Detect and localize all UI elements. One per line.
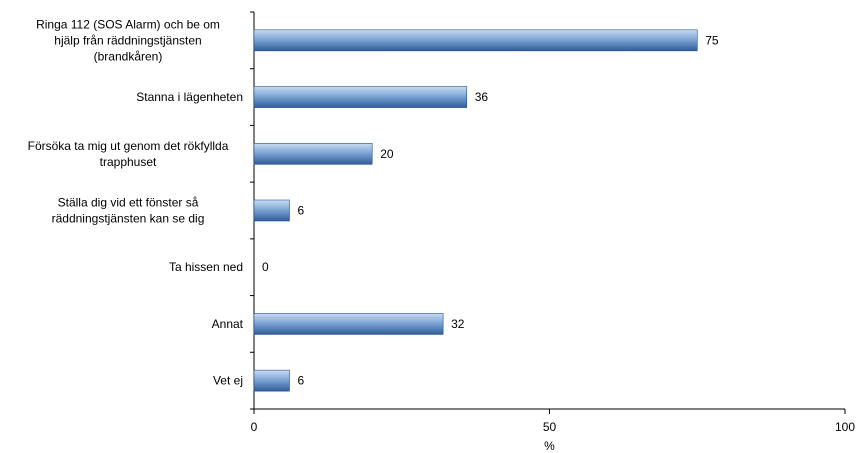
x-tick-label: 100: [835, 420, 855, 434]
category-label: Annat: [212, 317, 244, 331]
x-tick-label: 50: [543, 420, 557, 434]
data-label: 0: [262, 260, 269, 274]
bar: [253, 86, 468, 108]
data-label: 6: [297, 204, 304, 218]
category-label-line: Försöka ta mig ut genom det rökfyllda: [28, 139, 229, 153]
x-tick-label: 0: [251, 420, 258, 434]
x-axis-label: %: [544, 439, 555, 453]
category-label-line: Stanna i lägenheten: [136, 90, 243, 104]
bar: [253, 142, 373, 165]
category-label-line: trapphuset: [100, 155, 157, 169]
data-label: 36: [475, 90, 489, 104]
bar: [253, 313, 444, 335]
bar: [253, 369, 290, 392]
category-label-line: Ringa 112 (SOS Alarm) och be om: [36, 17, 220, 31]
category-label: Ta hissen ned: [169, 260, 243, 274]
data-label: 32: [451, 317, 465, 331]
category-label: Ringa 112 (SOS Alarm) och be om hjälp frå…: [36, 17, 220, 63]
data-label: 6: [297, 374, 304, 388]
category-label: Vet ej: [213, 374, 243, 388]
category-label: Försöka ta mig ut genom det rökfyllda tra…: [28, 139, 229, 169]
category-label-line: hjälp från räddningstjänsten: [54, 33, 201, 47]
bar: [253, 199, 290, 222]
category-label: Stanna i lägenheten: [136, 90, 243, 104]
data-label: 20: [380, 147, 394, 161]
category-label: Ställa dig vid ett fönster så räddningstj…: [52, 196, 205, 226]
bar: [253, 29, 698, 52]
category-label-line: Ställa dig vid ett fönster så: [58, 196, 199, 210]
category-label-line: Vet ej: [213, 374, 243, 388]
category-label-line: Annat: [212, 317, 244, 331]
category-label-line: Ta hissen ned: [169, 260, 243, 274]
category-label-line: räddningstjänsten kan se dig: [52, 212, 205, 226]
data-label: 75: [705, 33, 719, 47]
category-label-line: (brandkåren): [94, 49, 163, 63]
